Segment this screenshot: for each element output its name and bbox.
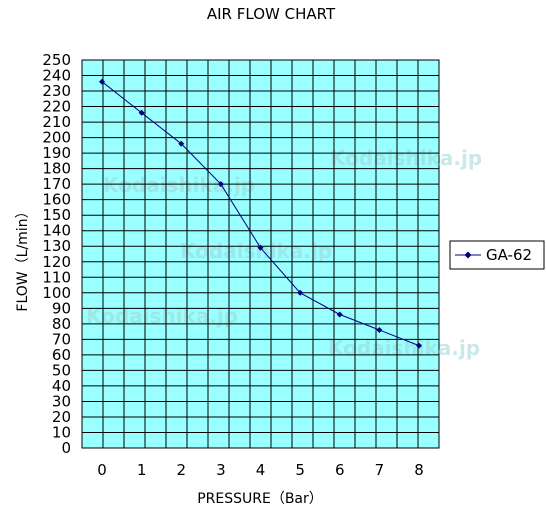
data-point-marker [99,78,105,85]
y-tick-label: 220 [42,98,71,116]
y-tick-label: 130 [42,237,71,255]
x-tick-label: 3 [216,461,226,479]
plot-area [81,59,440,449]
y-tick-label: 160 [42,191,71,209]
y-tick-label: 50 [52,361,71,379]
y-tick-label: 40 [52,377,71,395]
x-tick-label: 8 [414,461,424,479]
legend-marker-icon [464,251,472,259]
y-tick-label: 180 [42,160,71,178]
x-tick-labels: 0 1 2 3 4 5 6 7 8 [97,461,424,479]
y-tick-label: 250 [42,51,71,69]
y-tick-label: 70 [52,330,71,348]
legend-box [449,240,545,270]
y-tick-label: 210 [42,113,71,131]
y-tick-label: 150 [42,206,71,224]
watermark-text: Kodaishika.jp [103,173,255,197]
data-point-marker [336,311,343,318]
y-tick-label: 120 [42,253,71,271]
y-tick-label: 10 [52,423,71,441]
y-tick-label: 0 [61,439,71,457]
y-tick-label: 170 [42,175,71,193]
x-tick-label: 6 [335,461,345,479]
data-point-marker [376,327,383,334]
grid-lines [82,60,439,448]
data-point-marker [297,289,304,296]
watermark-text: Kodaishika.jp [330,146,482,170]
y-tick-label: 30 [52,392,71,410]
data-point-marker [178,140,185,147]
legend: GA-62 [449,240,545,270]
legend-label-ga-62: GA-62 [486,246,532,264]
y-axis-title: FLOW（L/min） [15,204,31,311]
x-tick-label: 2 [176,461,186,479]
x-tick-label: 4 [256,461,266,479]
watermark-text: Kodaishika.jp [86,304,238,328]
data-point-marker [217,181,224,188]
y-tick-label: 60 [52,346,71,364]
x-tick-label: 1 [137,461,147,479]
y-tick-label: 100 [42,284,71,302]
y-tick-label: 140 [42,222,71,240]
series-markers [99,78,422,349]
data-point-marker [257,244,264,251]
y-tick-label: 200 [42,129,71,147]
y-tick-label: 190 [42,144,71,162]
x-tick-label: 0 [97,461,107,479]
data-point-marker [416,342,422,349]
y-tick-label: 90 [52,299,71,317]
x-tick-label: 7 [375,461,385,479]
y-tick-label: 230 [42,82,71,100]
x-axis-title: PRESSURE（Bar） [197,491,323,507]
y-tick-labels: 0102030405060708090100110120130140150160… [42,51,71,457]
watermark-text: Kodaishika.jp [180,239,332,263]
y-tick-label: 80 [52,315,71,333]
y-tick-label: 110 [42,268,71,286]
y-tick-label: 20 [52,408,71,426]
data-point-marker [138,109,145,116]
x-tick-label: 5 [295,461,305,479]
y-tick-label: 240 [42,67,71,85]
chart-title: AIR FLOW CHART [207,5,336,23]
